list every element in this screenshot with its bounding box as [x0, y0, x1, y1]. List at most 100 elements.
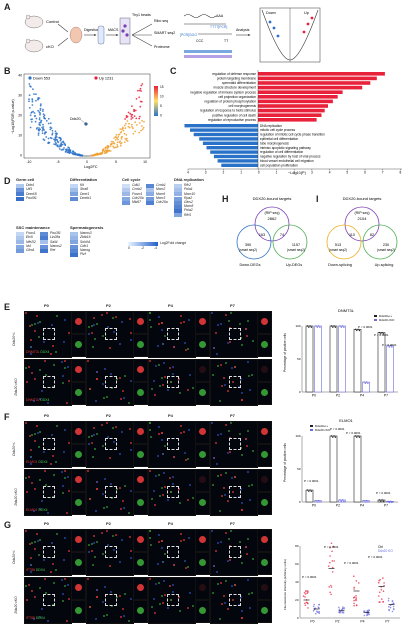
volcano-point	[74, 153, 77, 156]
chart-point	[380, 589, 383, 591]
cell-signal	[61, 579, 63, 581]
inset-cell	[75, 584, 82, 591]
chart-point	[302, 595, 305, 597]
go-bar-down	[202, 141, 258, 145]
chart-e-pval-3: P < 0.0001	[382, 343, 397, 347]
cell-signal	[120, 431, 123, 433]
venn-i-left-only: 513	[335, 243, 341, 247]
venn-i-right-sub: (smart seq2)	[377, 248, 395, 252]
cell-signal	[231, 381, 234, 383]
volcano-point	[131, 113, 134, 116]
genotype-label: Ddx20 cKO	[13, 596, 18, 614]
cell-signal	[64, 319, 67, 321]
cell-signal	[66, 476, 69, 478]
volcano-point	[44, 132, 46, 134]
micrograph-inset	[71, 552, 86, 575]
inset-cell	[261, 607, 268, 614]
chart-point	[382, 577, 384, 579]
go-term-up: muscle structure development	[213, 86, 256, 90]
mouse-icon-control	[24, 14, 44, 29]
cell-signal	[219, 618, 222, 620]
chart-dot	[363, 381, 365, 383]
cell-signal	[228, 538, 231, 540]
heatmap-legend-tick: -4	[154, 246, 158, 250]
chart-bar	[353, 328, 362, 393]
volcano-point	[121, 127, 124, 130]
heatmap-gene-label: Sohlh1	[80, 239, 91, 244]
cell-signal	[230, 422, 233, 424]
cell-signal	[49, 571, 52, 573]
heatmap-gene-label: Dnmt3l	[26, 191, 37, 196]
cell-signal	[105, 506, 108, 508]
chart-point	[340, 609, 343, 611]
volcano-point	[44, 117, 47, 120]
cell-signal	[216, 583, 219, 585]
cell-signal	[247, 361, 249, 363]
volcano-point	[61, 143, 64, 146]
heatmap-cell	[174, 205, 182, 209]
chart-point	[303, 592, 306, 594]
chart-point	[331, 571, 334, 573]
volcano-point	[60, 145, 62, 148]
volcano-point	[138, 131, 141, 134]
cell-signal	[184, 452, 187, 454]
inset-cell	[261, 451, 268, 458]
inset-cell	[199, 536, 206, 543]
chart-point	[343, 607, 345, 610]
cell-signal	[223, 377, 226, 379]
volcano-point	[132, 132, 135, 135]
panel-label-h: H	[222, 194, 229, 204]
cell-signal	[36, 533, 39, 535]
micrograph	[86, 529, 134, 576]
cell-signal	[184, 342, 187, 344]
cell-signal	[178, 502, 181, 504]
chart-point	[338, 606, 340, 609]
cell-signal	[104, 586, 107, 588]
cell-signal	[106, 530, 109, 532]
cell-signal	[122, 397, 125, 399]
heatmap-cell	[122, 196, 130, 201]
cell-signal	[240, 337, 243, 339]
go-bar-up	[258, 118, 317, 122]
cell-signal	[223, 602, 226, 604]
heatmap-gene-label: Gins2	[184, 200, 193, 204]
volcano-point	[79, 154, 82, 157]
go-term-up: protein targeting membrane	[217, 77, 256, 81]
chart-point	[329, 561, 331, 564]
heatmap-cell	[174, 184, 182, 188]
venn-h-subtitle: (RIP seq)	[264, 211, 279, 215]
cell-signal	[67, 332, 70, 334]
cell-signal	[29, 564, 32, 566]
chart-bar	[305, 325, 314, 393]
panel-f-micrographs: P0 P2 P4 P7 Ddx20+/- ELMO1 DDX4 Ddx20 cKO ELMO1…	[12, 413, 274, 518]
cell-signal	[36, 432, 39, 434]
cell-signal	[179, 425, 182, 427]
stain-label: IFT88 DDX4	[26, 568, 45, 573]
cell-signal	[40, 390, 43, 392]
cell-signal	[158, 433, 160, 435]
volcano-point	[51, 129, 54, 132]
cell-signal	[91, 332, 94, 334]
label-analysis: Analysis	[236, 28, 250, 32]
chart-point	[353, 602, 355, 605]
cell-signal	[154, 583, 157, 585]
cell-signal	[162, 453, 165, 455]
counterstain-name: DDX4	[38, 508, 48, 512]
colorbar-tick: 5	[160, 104, 162, 108]
cell-signal	[192, 387, 195, 389]
cell-signal	[223, 384, 226, 386]
cell-signal	[31, 590, 34, 592]
volcano-point	[64, 143, 66, 146]
label-cko: cKO	[46, 44, 54, 49]
chart-point	[366, 610, 369, 613]
heatmap-gene-label: Utf1	[26, 187, 33, 192]
cell-signal	[26, 381, 29, 383]
chart-point	[338, 611, 340, 614]
mouse-icon-cko	[24, 38, 44, 53]
stage-label: P0	[44, 303, 49, 308]
volcano-point	[39, 113, 41, 116]
zoom-box	[167, 376, 179, 388]
column-icon	[119, 17, 131, 45]
go-bar-down	[199, 137, 258, 141]
inset-cell	[137, 584, 144, 591]
